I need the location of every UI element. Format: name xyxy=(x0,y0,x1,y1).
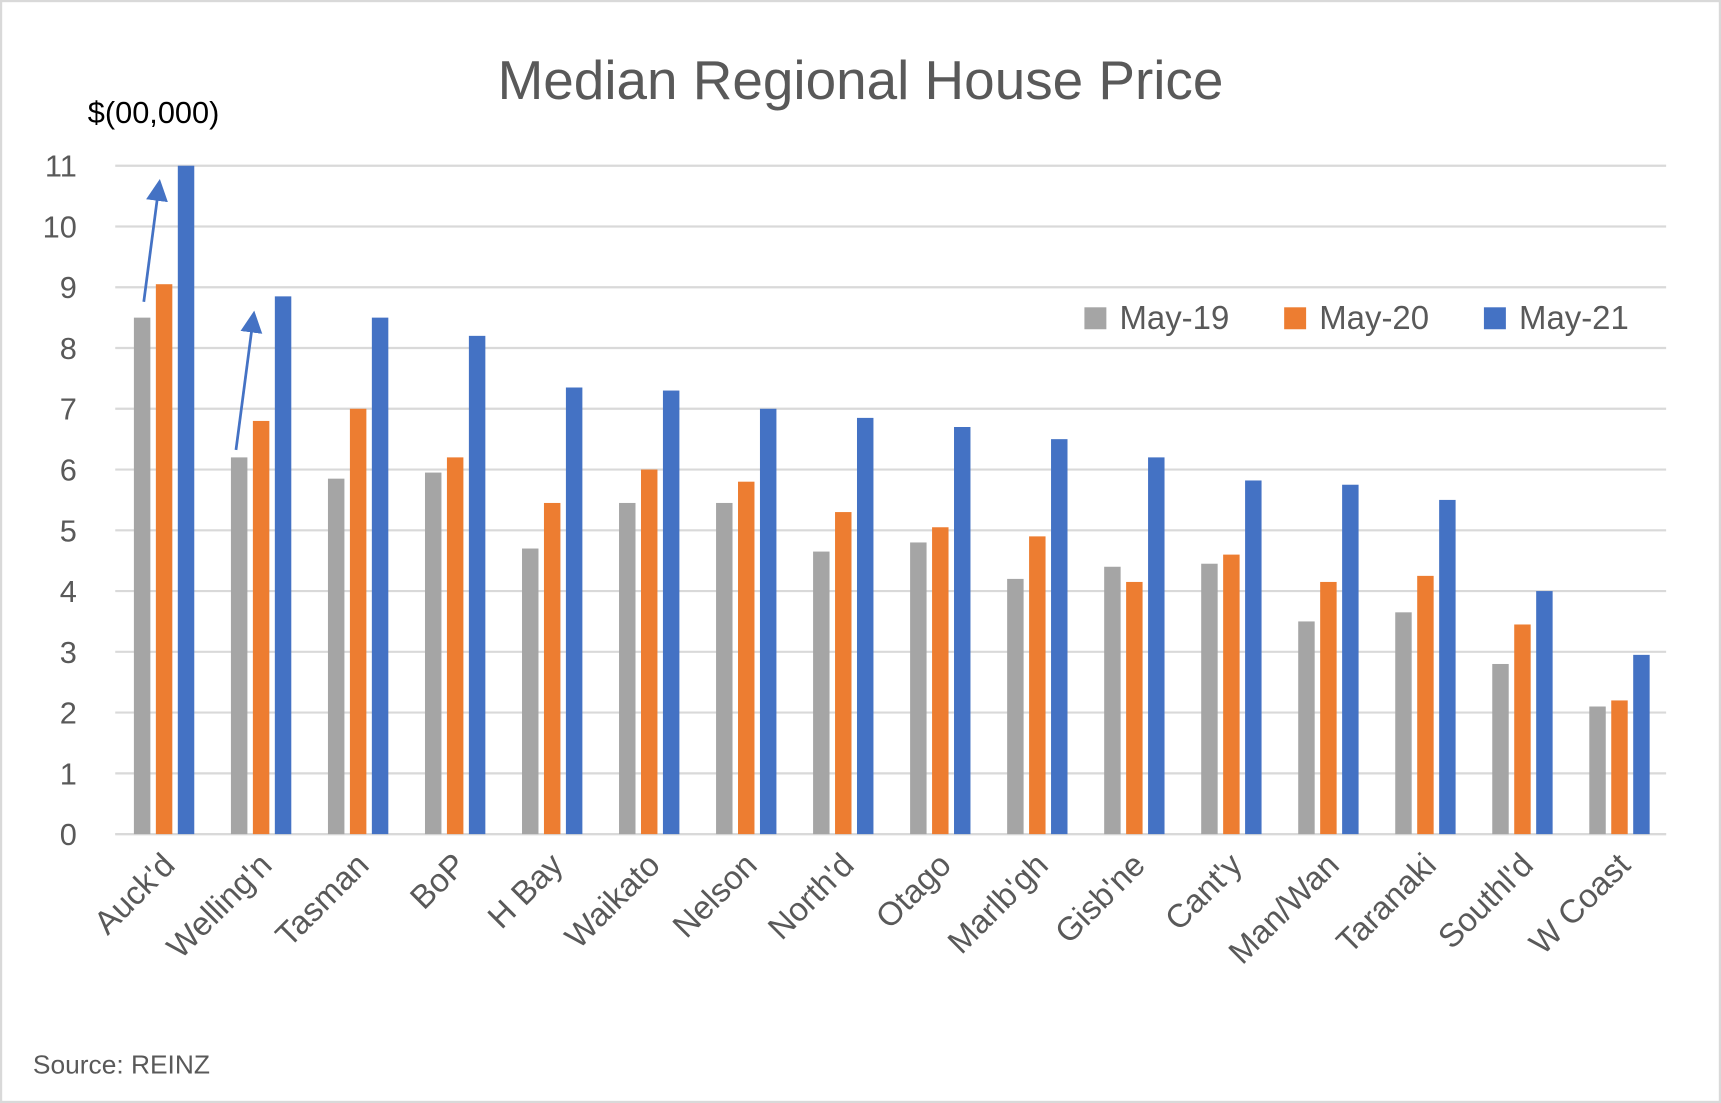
bar-may-20-11 xyxy=(1223,554,1240,835)
bar-may-20-6 xyxy=(738,481,755,835)
y-tick-label: 9 xyxy=(60,270,77,305)
bar-may-20-10 xyxy=(1126,581,1143,835)
bar-may-19-15 xyxy=(1589,706,1606,835)
bar-may-19-8 xyxy=(910,542,927,835)
bar-may-20-3 xyxy=(446,457,464,835)
bar-may-19-3 xyxy=(424,472,442,835)
bar-may-19-0 xyxy=(133,317,151,835)
bar-may-21-12 xyxy=(1342,484,1359,835)
y-tick-label: 8 xyxy=(60,331,77,366)
bar-may-19-4 xyxy=(522,548,539,835)
bar-may-21-13 xyxy=(1439,499,1456,835)
legend: May-19 May-20 May-21 xyxy=(1084,299,1629,336)
arrow-wellington xyxy=(234,310,263,451)
bar-may-20-12 xyxy=(1320,581,1337,835)
annotations xyxy=(142,178,263,451)
y-tick-label: 3 xyxy=(60,635,77,670)
legend-swatch xyxy=(1284,307,1307,330)
bar-may-21-6 xyxy=(759,408,777,835)
chart-title: Median Regional House Price xyxy=(498,49,1224,111)
y-tick-label: 5 xyxy=(60,513,77,548)
arrow-auckland xyxy=(142,178,168,302)
legend-label: May-19 xyxy=(1120,299,1230,336)
bar-may-20-0 xyxy=(155,284,173,835)
bar-may-21-14 xyxy=(1536,591,1553,835)
bar-may-20-4 xyxy=(543,502,561,835)
bar-may-19-2 xyxy=(327,478,345,835)
bar-may-20-14 xyxy=(1514,624,1531,835)
bar-may-21-0 xyxy=(177,165,195,835)
y-tick-label: 0 xyxy=(60,817,77,852)
bar-may-21-2 xyxy=(371,317,389,835)
y-axis-label: $(00,000) xyxy=(88,95,220,130)
bar-may-19-6 xyxy=(716,502,733,835)
bar-may-20-9 xyxy=(1029,536,1046,835)
bar-may-20-1 xyxy=(252,420,270,835)
bar-may-21-8 xyxy=(954,427,971,835)
bar-may-20-8 xyxy=(932,527,949,835)
bar-may-19-7 xyxy=(813,551,830,835)
bar-may-21-10 xyxy=(1148,457,1165,835)
legend-swatch xyxy=(1483,307,1506,330)
bar-may-20-5 xyxy=(640,469,658,835)
bar-may-21-7 xyxy=(856,417,874,835)
legend-swatch xyxy=(1084,307,1107,330)
y-tick-label: 6 xyxy=(60,453,77,488)
legend-label: May-21 xyxy=(1519,299,1629,336)
bar-may-19-12 xyxy=(1298,621,1315,835)
bar-may-20-13 xyxy=(1417,575,1434,835)
y-tick-label: 1 xyxy=(60,756,77,791)
bar-may-20-15 xyxy=(1611,700,1628,835)
bar-may-21-1 xyxy=(274,296,292,835)
bars xyxy=(133,165,1650,835)
y-tick-labels: 0 1 2 3 4 5 6 7 8 9 10 11 xyxy=(43,149,77,852)
bar-may-21-15 xyxy=(1633,654,1650,835)
y-tick-label: 7 xyxy=(60,392,77,427)
source-note: Source: REINZ xyxy=(33,1049,210,1079)
bar-may-21-9 xyxy=(1051,439,1068,835)
y-tick-label: 4 xyxy=(60,574,77,609)
bar-may-20-7 xyxy=(835,512,852,835)
bar-may-21-4 xyxy=(565,387,583,835)
y-tick-label: 11 xyxy=(45,149,77,184)
bar-may-19-10 xyxy=(1104,566,1121,835)
bar-may-19-11 xyxy=(1201,563,1218,835)
y-tick-label: 10 xyxy=(43,209,77,244)
bar-may-21-5 xyxy=(662,390,680,835)
bar-may-19-1 xyxy=(230,457,248,835)
bar-may-19-9 xyxy=(1007,578,1024,835)
y-tick-label: 2 xyxy=(60,696,77,731)
legend-label: May-20 xyxy=(1319,299,1429,336)
bar-may-19-5 xyxy=(619,502,636,835)
bar-may-21-11 xyxy=(1245,480,1262,835)
bar-may-21-3 xyxy=(468,335,486,835)
bar-may-19-14 xyxy=(1492,663,1509,835)
bar-may-20-2 xyxy=(349,408,367,835)
bar-may-19-13 xyxy=(1395,612,1412,835)
